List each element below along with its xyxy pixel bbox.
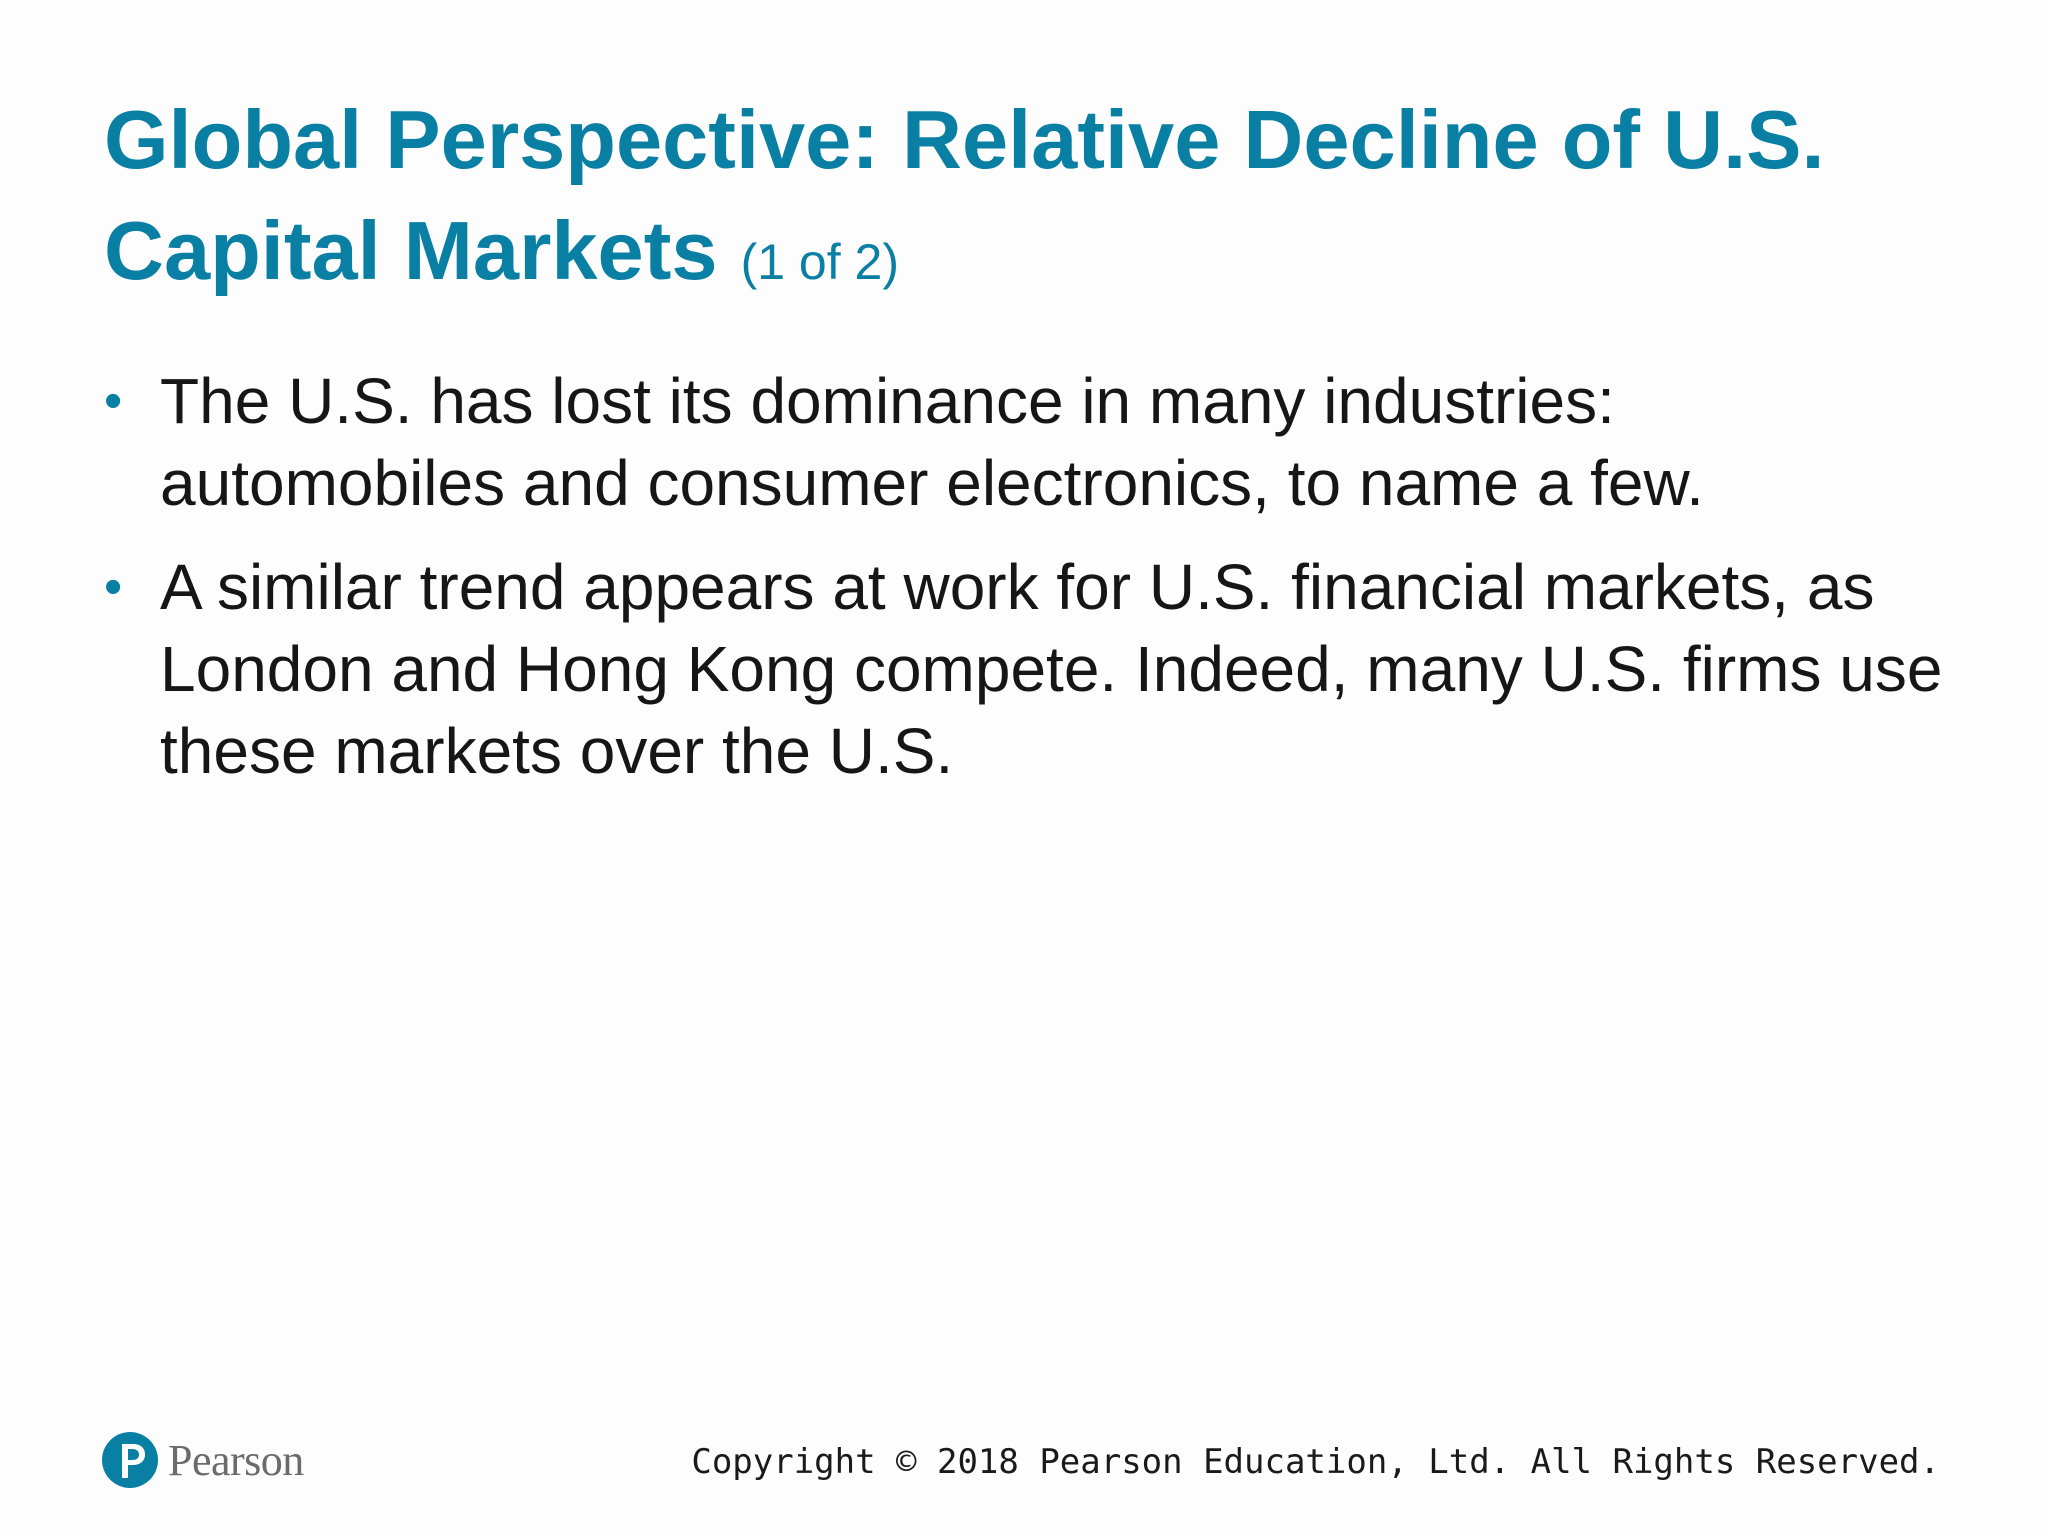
copyright-notice: Copyright © 2018 Pearson Education, Ltd.… <box>691 1442 1940 1482</box>
pearson-wordmark: Pearson <box>168 1435 304 1485</box>
bullet-list: • The U.S. has lost its dominance in man… <box>104 360 1964 814</box>
pearson-p-glyph <box>122 1444 145 1478</box>
slide-part-indicator: (1 of 2) <box>740 234 899 290</box>
slide-title: Global Perspective: Relative Decline of … <box>104 84 1964 318</box>
bullet-marker: • <box>104 372 123 430</box>
bullet-marker: • <box>104 558 123 616</box>
bullet-text: The U.S. has lost its dominance in many … <box>160 365 1704 519</box>
bullet-text: A similar trend appears at work for U.S.… <box>160 551 1943 787</box>
pearson-p-icon <box>102 1432 158 1488</box>
bullet-item: • A similar trend appears at work for U.… <box>104 546 1964 792</box>
pearson-logo: Pearson <box>102 1428 304 1492</box>
bullet-item: • The U.S. has lost its dominance in man… <box>104 360 1964 524</box>
slide-title-main: Global Perspective: Relative Decline of … <box>104 93 1825 297</box>
